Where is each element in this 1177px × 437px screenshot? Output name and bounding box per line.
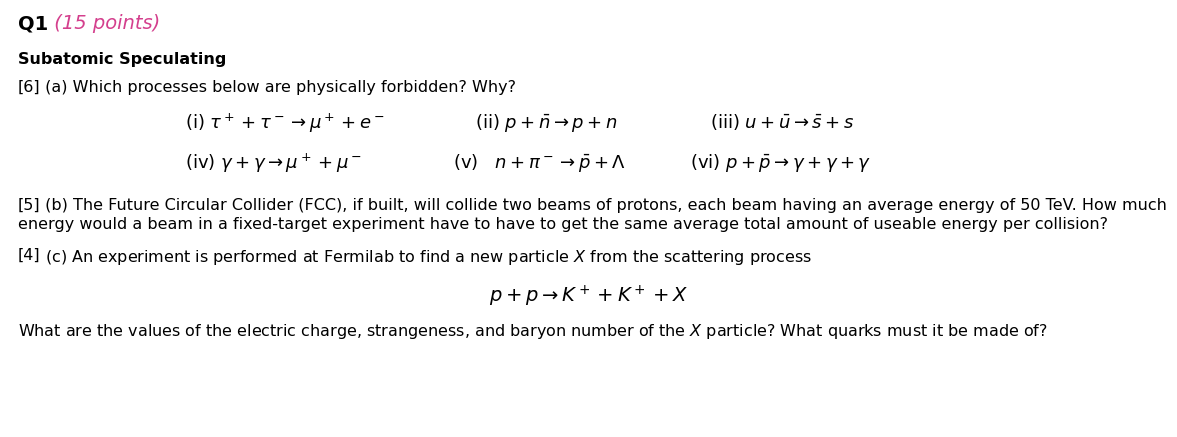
Text: (vi) $p + \bar{p} \rightarrow \gamma + \gamma + \gamma$: (vi) $p + \bar{p} \rightarrow \gamma + \… (690, 152, 871, 174)
Text: (b) The Future Circular Collider (FCC), if built, will collide two beams of prot: (b) The Future Circular Collider (FCC), … (40, 198, 1166, 213)
Text: [5]: [5] (18, 198, 41, 213)
Text: energy would a beam in a fixed-target experiment have to have to get the same av: energy would a beam in a fixed-target ex… (18, 217, 1108, 232)
Text: (ii) $p + \bar{n} \rightarrow p + n$: (ii) $p + \bar{n} \rightarrow p + n$ (476, 112, 618, 134)
Text: $p + p \rightarrow K^+ + K^+ + X$: $p + p \rightarrow K^+ + K^+ + X$ (488, 284, 689, 309)
Text: [6]: [6] (18, 80, 41, 95)
Text: (a) Which processes below are physically forbidden? Why?: (a) Which processes below are physically… (40, 80, 516, 95)
Text: (15 points): (15 points) (48, 14, 160, 33)
Text: (c) An experiment is performed at Fermilab to find a new particle $X$ from the s: (c) An experiment is performed at Fermil… (40, 248, 812, 267)
Text: Q1: Q1 (18, 14, 48, 33)
Text: [4]: [4] (18, 248, 41, 263)
Text: What are the values of the electric charge, strangeness, and baryon number of th: What are the values of the electric char… (18, 322, 1048, 341)
Text: (iii) $u + \bar{u} \rightarrow \bar{s} + s$: (iii) $u + \bar{u} \rightarrow \bar{s} +… (710, 112, 855, 132)
Text: (i) $\tau^+ + \tau^- \rightarrow \mu^+ + e^-$: (i) $\tau^+ + \tau^- \rightarrow \mu^+ +… (185, 112, 385, 135)
Text: (v)   $n + \pi^- \rightarrow \bar{p} + \Lambda$: (v) $n + \pi^- \rightarrow \bar{p} + \La… (453, 152, 626, 174)
Text: Subatomic Speculating: Subatomic Speculating (18, 52, 226, 67)
Text: (iv) $\gamma + \gamma \rightarrow \mu^+ + \mu^-$: (iv) $\gamma + \gamma \rightarrow \mu^+ … (185, 152, 363, 175)
